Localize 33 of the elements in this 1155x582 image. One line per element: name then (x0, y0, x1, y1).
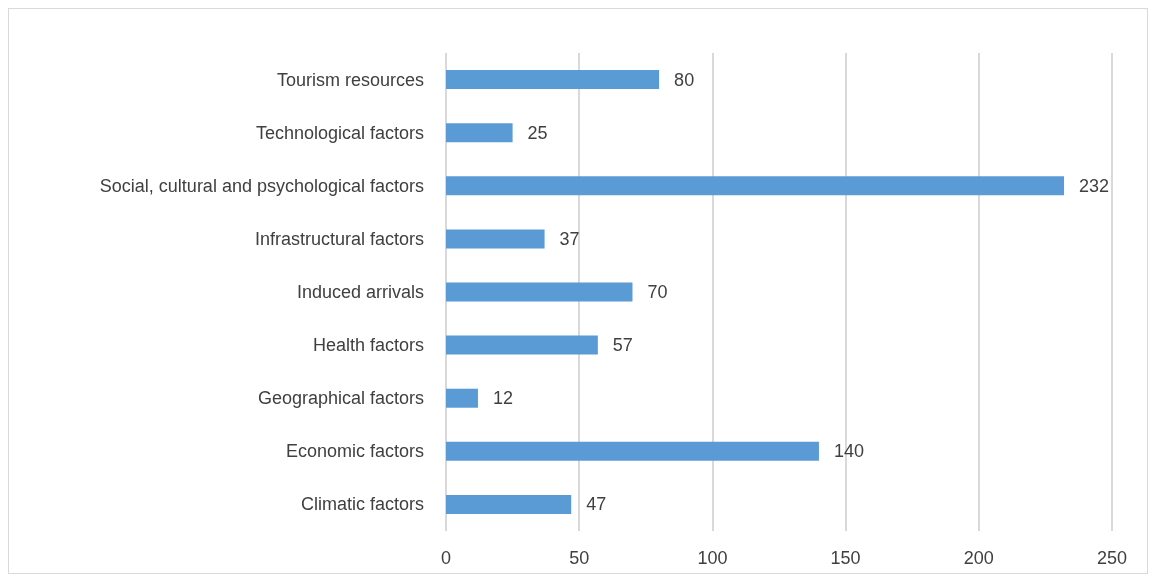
data-label: 80 (674, 69, 695, 90)
y-tick-label: Social, cultural and psychological factors (99, 175, 424, 196)
y-tick-label: Geographical factors (257, 388, 424, 409)
bar (446, 335, 598, 355)
bar (446, 176, 1065, 196)
data-label: 232 (1079, 175, 1110, 196)
y-tick-label: Health factors (312, 335, 424, 356)
bar (446, 123, 513, 143)
x-tick-label: 50 (569, 548, 590, 568)
data-label: 140 (833, 441, 865, 462)
bar (446, 441, 819, 461)
data-label: 25 (527, 122, 548, 143)
data-label: 70 (647, 282, 668, 302)
x-tick-label: 0 (440, 548, 452, 568)
bar (446, 494, 572, 514)
bar (446, 229, 545, 249)
x-tick-label: 100 (697, 548, 728, 568)
data-label: 57 (612, 335, 633, 356)
bar (446, 282, 633, 302)
x-tick-label: 150 (830, 548, 861, 568)
bar (446, 388, 478, 408)
x-tick-label: 200 (963, 548, 994, 568)
data-label: 47 (586, 494, 607, 515)
y-tick-label: Tourism resources (276, 69, 424, 90)
y-tick-label: Induced arrivals (296, 282, 424, 302)
y-tick-label: Technological factors (255, 122, 424, 143)
y-tick-label: Climatic factors (300, 494, 424, 515)
data-label: 37 (559, 228, 580, 249)
x-tick-label: 250 (1096, 548, 1128, 568)
y-tick-label: Infrastructural factors (254, 228, 424, 249)
y-tick-label: Economic factors (285, 441, 424, 462)
bar (446, 70, 660, 90)
data-label: 12 (492, 388, 513, 409)
